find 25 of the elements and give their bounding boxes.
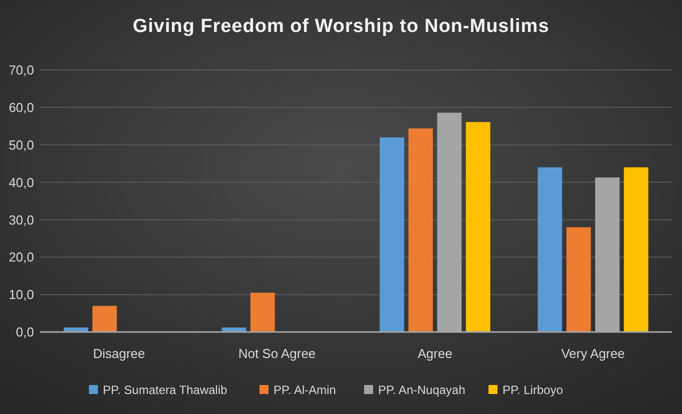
legend-label: PP. Sumatera Thawalib xyxy=(102,383,228,397)
x-tick-label: Disagree xyxy=(92,346,146,361)
x-tick-label: Agree xyxy=(418,346,452,361)
y-tick-label: 0,0 xyxy=(16,324,34,340)
legend-label: PP. Lirboyo xyxy=(502,383,564,397)
y-tick-label: 20,0 xyxy=(8,250,34,265)
y-tick-label: 30,0 xyxy=(8,212,34,228)
bar xyxy=(92,306,117,332)
y-tick-label: 50,0 xyxy=(8,137,34,152)
bar xyxy=(624,167,648,332)
bar xyxy=(250,292,275,332)
legend-label: PP. Al-Amin xyxy=(274,383,336,397)
bar xyxy=(408,128,433,332)
y-tick-label: 40,0 xyxy=(8,174,34,190)
y-tick-label: 70,0 xyxy=(8,62,34,78)
y-tick-label: 10,0 xyxy=(8,287,34,302)
bar xyxy=(380,137,404,332)
x-tick-label: Very Agree xyxy=(561,346,625,361)
bar xyxy=(566,227,591,332)
bar xyxy=(538,167,562,332)
legend-label: PP. An-Nuqayah xyxy=(378,383,466,397)
y-tick-label: 60,0 xyxy=(8,100,34,115)
x-tick-label: Not So Agree xyxy=(238,346,316,361)
bar xyxy=(466,122,490,332)
chart-title: Giving Freedom of Worship to Non-Muslims xyxy=(132,16,550,37)
